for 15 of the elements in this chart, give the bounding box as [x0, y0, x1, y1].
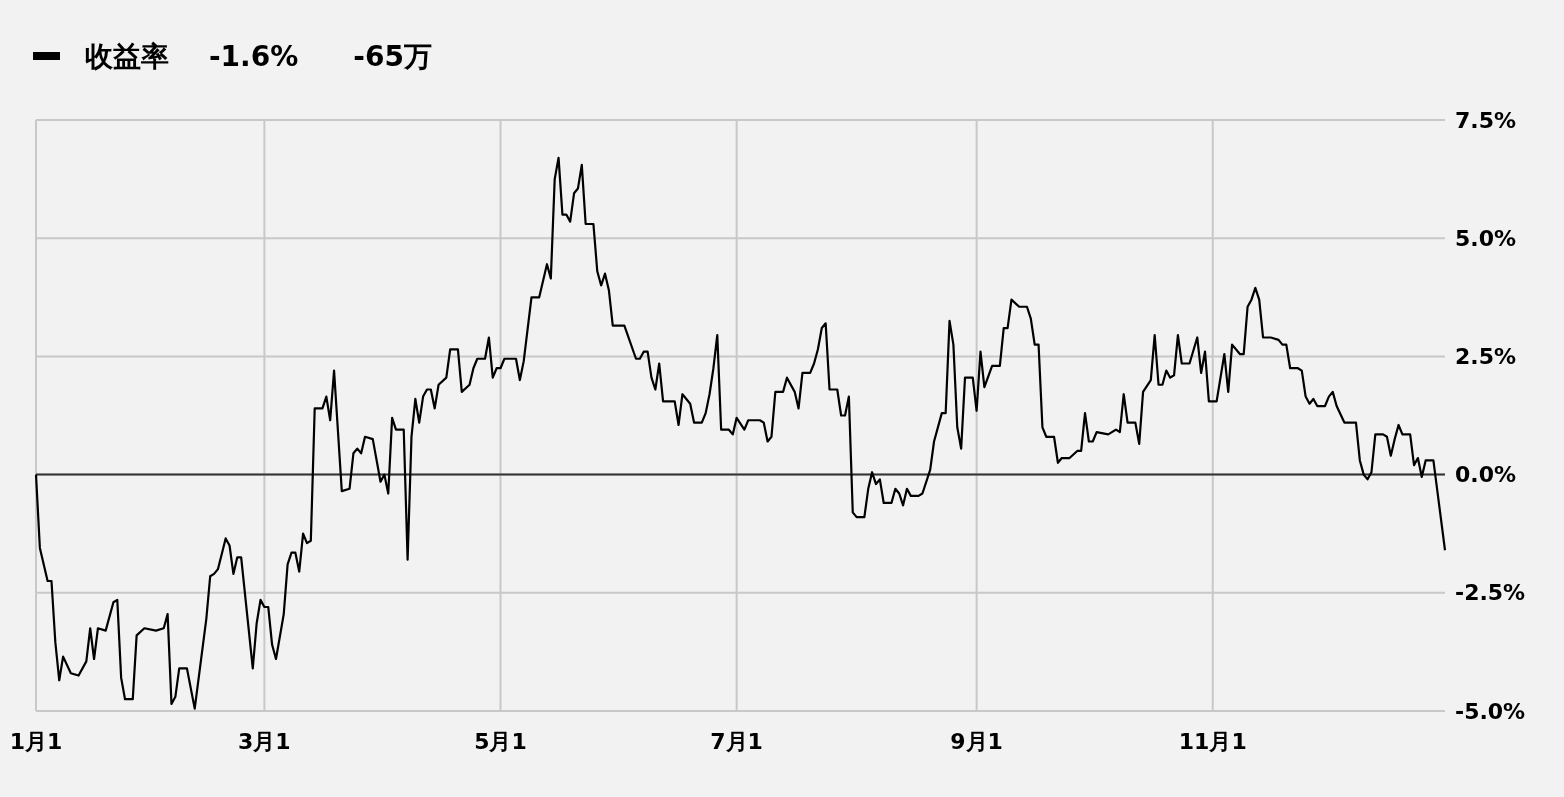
y-tick-label: 7.5% — [1455, 107, 1517, 133]
y-tick-label: 0.0% — [1455, 462, 1517, 488]
y-tick-label: -2.5% — [1455, 580, 1526, 606]
text: -65万 — [353, 39, 432, 73]
x-tick-label: 11月1 — [1178, 729, 1247, 754]
x-tick-label: 7月1 — [710, 729, 763, 754]
legend-label: 收益率 — [85, 39, 169, 73]
y-tick-label: 2.5% — [1455, 343, 1517, 369]
x-tick-label: 1月1 — [9, 729, 63, 754]
x-tick-label: 5月1 — [474, 729, 527, 754]
x-tick-label: 3月1 — [238, 729, 291, 754]
y-tick-label: -5.0% — [1455, 698, 1526, 724]
y-tick-label: 5.0% — [1455, 225, 1517, 251]
x-tick-label: 9月1 — [950, 729, 1003, 754]
text: -1.6% — [209, 39, 299, 73]
